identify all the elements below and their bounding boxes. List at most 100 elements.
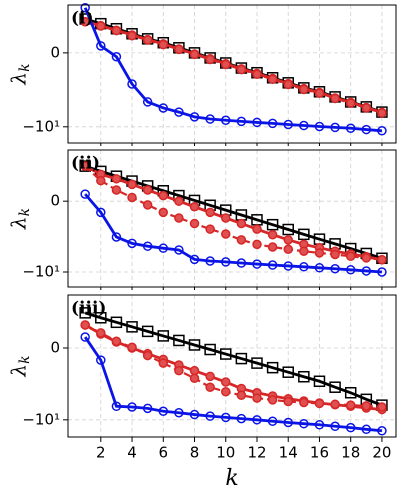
panel-label: (i) [71,9,94,29]
marker [298,228,310,241]
marker [252,224,262,234]
marker [174,213,184,223]
marker [205,256,215,266]
marker [80,320,90,330]
marker [314,263,325,273]
marker [80,332,90,342]
marker [283,235,293,245]
marker [361,424,372,435]
marker [174,408,184,418]
marker [142,200,153,210]
marker [188,339,201,351]
marker [158,406,169,417]
marker [236,218,247,229]
marker [189,254,200,265]
axes-frame [67,294,397,438]
marker [80,3,90,13]
y-tick-label: 0 [50,192,60,210]
series-line [84,336,383,433]
marker [314,121,325,132]
x-tick-label: 12 [247,444,266,462]
marker [205,207,215,218]
marker [79,160,91,172]
marker [96,41,106,51]
marker [377,108,387,118]
marker [235,352,248,365]
marker [127,342,137,352]
marker [330,93,340,104]
series-line [84,323,383,411]
y-axis-label-subscript: k [17,355,33,363]
series-line [84,311,383,407]
x-tick-label: 10 [216,444,235,462]
marker [283,396,293,407]
marker [377,402,387,412]
marker [142,350,153,361]
panel-label: (iii) [71,299,106,319]
marker [330,399,340,410]
marker [111,232,122,242]
y-axis-label: λk [7,355,34,377]
marker [361,253,372,263]
marker [96,175,106,186]
series-line [84,323,383,409]
marker [252,259,262,269]
y-tick-label: −10¹ [22,117,60,135]
marker [251,357,263,369]
marker [111,401,122,412]
marker [314,398,325,409]
marker [174,44,184,55]
marker [111,25,122,36]
marker [283,261,293,271]
x-tick-label: 18 [341,444,360,462]
marker [267,242,278,252]
marker [205,371,215,382]
marker [142,185,153,195]
series-line [84,164,383,260]
marker [189,409,200,420]
marker [158,243,169,253]
marker [266,218,279,231]
marker [299,262,309,272]
marker [298,370,310,383]
y-axis-label: λk [7,208,34,230]
marker [221,59,231,70]
marker [236,413,247,424]
marker [127,30,137,41]
marker [96,207,106,218]
marker [283,244,293,255]
marker [127,179,137,190]
marker [267,118,278,129]
axes-frame [67,4,397,144]
marker [283,119,293,130]
marker [345,265,356,275]
marker [299,246,309,256]
marker [252,393,262,403]
marker [252,239,262,250]
marker [127,402,137,412]
marker [205,382,215,392]
marker [299,418,309,429]
marker [330,122,340,133]
marker [329,381,341,393]
marker [314,88,325,98]
marker [236,258,247,268]
marker [345,400,356,410]
y-tick-label: −10¹ [22,263,60,281]
marker [314,248,325,258]
x-tick-label: 14 [279,444,298,462]
marker [111,174,122,184]
panel: −10¹ 0 (ii) λk [7,149,397,290]
axes-frame [67,149,397,288]
marker [344,386,357,399]
marker [221,412,231,423]
marker [299,397,309,408]
marker [127,238,137,249]
marker [142,403,153,414]
marker [221,387,231,397]
marker [173,334,185,347]
marker [282,366,294,378]
marker [205,224,215,234]
